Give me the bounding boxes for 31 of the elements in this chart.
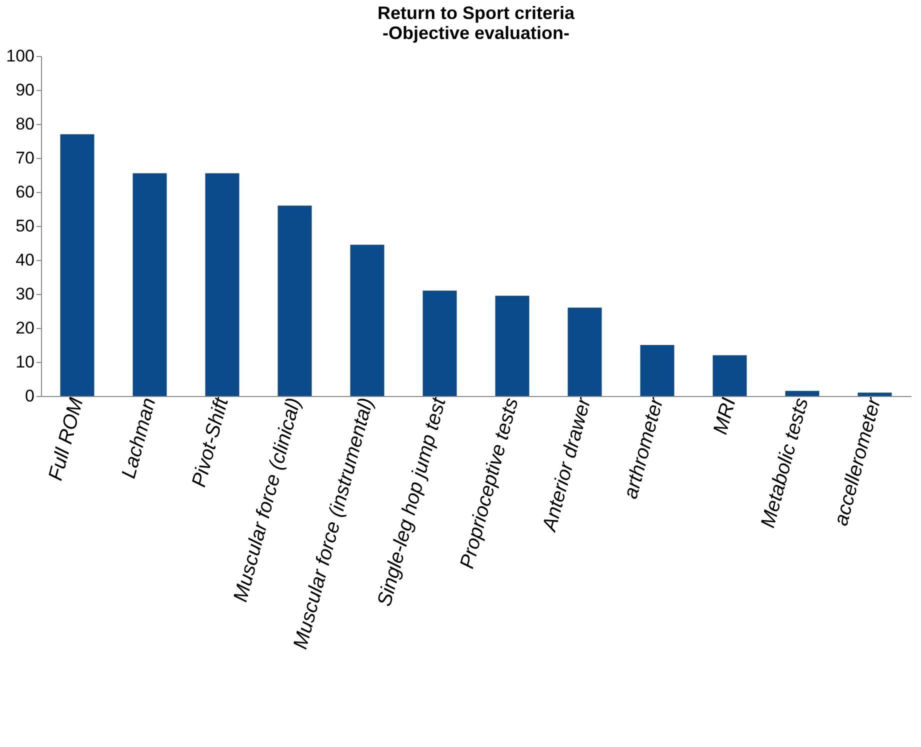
x-tick-label: MRI (710, 395, 740, 437)
x-tick-label: Anterior drawer (538, 394, 596, 534)
bar (132, 173, 167, 396)
text: -Objective evaluation- (382, 23, 570, 43)
x-tick-label: Metabolic tests (757, 396, 813, 530)
bar (350, 244, 384, 396)
bar (785, 390, 820, 396)
y-tick-label: 100 (6, 46, 34, 66)
y-tick-label: 10 (16, 352, 34, 372)
bar (568, 308, 602, 396)
y-tick-label: 0 (25, 386, 34, 406)
bar (640, 345, 674, 396)
y-tick-label: 50 (16, 216, 34, 236)
bar (205, 173, 240, 396)
text: Return to Sport criteria (377, 3, 575, 23)
bar (858, 392, 892, 396)
x-tick-label: Lachman (118, 396, 160, 481)
bar (60, 134, 94, 396)
y-tick-label: 90 (16, 80, 34, 100)
y-tick-label: 20 (16, 318, 34, 338)
y-tick-label: 30 (16, 284, 34, 304)
bar (712, 355, 747, 396)
bar (422, 290, 457, 396)
x-tick-label: Full ROM (44, 395, 88, 483)
y-tick-label: 70 (16, 148, 34, 168)
bar (495, 296, 530, 396)
x-tick-label: Muscular force (clinical) (230, 396, 306, 604)
y-tick-label: 40 (16, 250, 34, 270)
y-tick-label: 60 (16, 182, 34, 202)
bar (278, 206, 312, 396)
y-tick-label: 80 (16, 114, 34, 134)
